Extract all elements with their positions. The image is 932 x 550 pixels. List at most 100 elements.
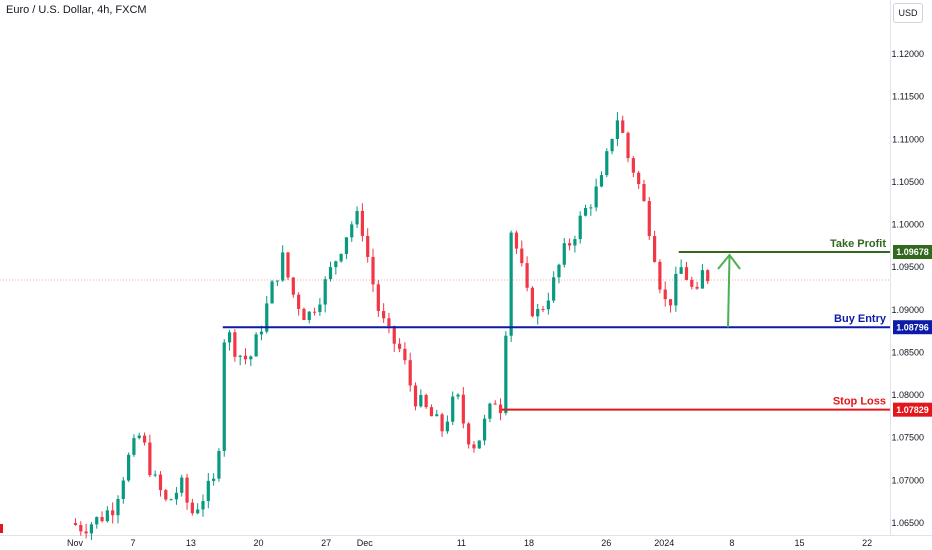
candle-body [339, 253, 343, 262]
candle-body [435, 414, 439, 417]
time-tick-label: Dec [357, 538, 374, 548]
candle-body [403, 348, 407, 361]
time-tick-label: 15 [794, 538, 804, 548]
candle-body [488, 403, 492, 419]
candle-body [307, 311, 311, 321]
candle-body [637, 172, 641, 185]
price-tick-label: 1.11000 [892, 134, 924, 144]
candle-body [323, 279, 327, 305]
candle-body [79, 524, 83, 532]
price-tick-label: 1.08500 [891, 347, 924, 357]
time-tick-label: 22 [862, 538, 872, 548]
candle-body [153, 474, 157, 476]
candle-body [259, 331, 264, 335]
candle-body [451, 396, 455, 422]
candle-body [605, 151, 609, 176]
price-tick-label: 1.08000 [891, 390, 924, 400]
price-tick-label: 1.07500 [891, 433, 924, 443]
candle-body [297, 294, 301, 309]
candle-body [275, 280, 279, 282]
candle-body [658, 261, 662, 290]
time-tick-label: 2024 [654, 538, 674, 548]
time-tick-label: 7 [130, 538, 135, 548]
candle-body [578, 215, 582, 240]
candle-body [355, 210, 359, 225]
candle-body [291, 277, 295, 295]
candle-body [674, 273, 678, 306]
candle-body [514, 232, 519, 249]
take-profit-price-badge [893, 245, 932, 260]
candle-body [95, 517, 99, 525]
candle-body [328, 267, 333, 280]
candle-body [371, 256, 375, 285]
stop-loss-price-badge [893, 402, 932, 417]
candle-body [525, 263, 529, 288]
candle-body [663, 289, 667, 300]
candle-body [493, 403, 497, 405]
candle-body [265, 303, 269, 332]
candle-body [334, 261, 338, 268]
candle-body [302, 308, 306, 321]
candle-body [100, 517, 104, 522]
candle-body [318, 304, 322, 313]
candle-body [243, 355, 248, 360]
candle-body [217, 450, 221, 479]
candle-body [504, 335, 508, 414]
candles [73, 112, 710, 541]
candle-body [212, 478, 216, 481]
price-badge-label: 1.08796 [896, 322, 929, 332]
stop-loss-label: Stop Loss [833, 396, 886, 408]
time-tick-label: 13 [186, 538, 196, 548]
candle-body [286, 252, 290, 278]
candle-body [445, 421, 449, 432]
candle-body [249, 356, 253, 360]
candle-body [376, 284, 380, 311]
candle-body [461, 394, 465, 424]
candle-body [84, 531, 88, 534]
currency-button[interactable]: USD [893, 3, 923, 23]
candle-body [477, 440, 481, 449]
candle-body [387, 318, 391, 327]
candle-body [312, 311, 317, 313]
price-tick-label: 1.12000 [891, 49, 924, 59]
candle-body [254, 334, 258, 357]
price-tick-label: 1.09000 [891, 305, 924, 315]
candle-body [270, 281, 274, 304]
time-tick-label: 20 [254, 538, 264, 548]
candle-body [366, 235, 370, 257]
candle-body [594, 186, 598, 208]
candle-body [164, 490, 168, 500]
candle-body [690, 279, 694, 287]
candle-body [196, 509, 200, 514]
target-arrow-head [717, 253, 741, 270]
price-badge-label: 1.07829 [896, 405, 929, 415]
candle-body [530, 287, 535, 317]
candle-body [626, 132, 630, 159]
time-tick-label: 18 [524, 538, 534, 548]
candle-body [397, 343, 402, 349]
time-tick-label: 11 [457, 538, 466, 548]
time-tick-label: 8 [729, 538, 734, 548]
candle-body [127, 454, 131, 481]
candle-body [610, 138, 614, 152]
candle-body [222, 342, 226, 451]
candle-body [631, 158, 635, 173]
price-tick-label: 1.09500 [891, 262, 924, 272]
candle-body [583, 207, 588, 216]
target-arrow-shaft [727, 254, 731, 328]
candle-body [482, 418, 487, 441]
candle-body [121, 480, 125, 499]
candle-body [137, 435, 141, 439]
candle-body [148, 442, 152, 476]
candle-body [142, 435, 147, 443]
candle-body [190, 502, 194, 514]
candle-body [360, 210, 364, 236]
candle-body [472, 444, 476, 449]
candle-body [647, 201, 651, 237]
candle-body [467, 423, 471, 445]
candle-body [509, 232, 513, 336]
candle-body [89, 524, 94, 534]
candle-body [201, 501, 205, 510]
candle-body [206, 480, 210, 502]
